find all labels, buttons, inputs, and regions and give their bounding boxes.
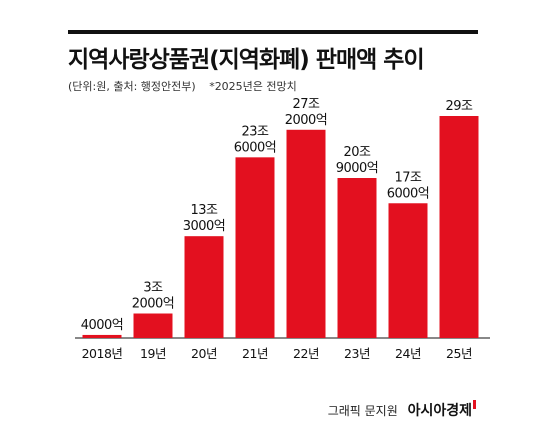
footer-credit: 그래픽 문지원 아시아경제 [328, 400, 476, 420]
data-label-7-0: 29조 [445, 99, 473, 114]
chart-meta: (단위:원, 출처: 행정안전부) *2025년은 전망치 [68, 78, 488, 94]
data-label-1-0: 3조 [143, 281, 163, 296]
bar-1 [133, 313, 173, 338]
data-label-6-1: 6000억 [387, 186, 430, 201]
data-label-6-0: 17조 [394, 170, 422, 185]
x-tick-label-6: 24년 [395, 346, 421, 361]
data-label-3-1: 6000억 [234, 140, 277, 155]
bar-7 [439, 116, 479, 338]
data-label-2-0: 13조 [190, 203, 218, 218]
x-tick-label-2: 20년 [191, 346, 217, 361]
data-label-1-1: 2000억 [132, 297, 175, 312]
bar-6 [388, 203, 428, 338]
graphic-credit: 그래픽 문지원 [327, 404, 398, 418]
data-label-4-0: 27조 [292, 97, 320, 112]
data-label-3-0: 23조 [241, 124, 269, 139]
unit-source-note: (단위:원, 출처: 행정안전부) [68, 80, 196, 93]
x-tick-label-1: 19년 [140, 346, 166, 361]
data-label-2-1: 3000억 [183, 219, 226, 234]
publisher-brand: 아시아경제 [407, 400, 476, 419]
x-tick-label-4: 22년 [293, 346, 319, 361]
data-label-4-1: 2000억 [285, 113, 328, 128]
publisher-brand-text: 아시아경제 [407, 403, 472, 419]
brand-mark [473, 400, 476, 409]
bar-0 [82, 334, 122, 338]
x-tick-label-3: 21년 [242, 346, 268, 361]
bar-4 [286, 129, 326, 338]
data-label-0-0: 4000억 [81, 318, 124, 333]
bar-2 [184, 236, 224, 338]
bar-5 [337, 178, 377, 338]
x-tick-label-5: 23년 [344, 346, 370, 361]
forecast-note: *2025년은 전망치 [209, 80, 297, 93]
data-label-5-0: 20조 [343, 145, 371, 160]
x-tick-label-0: 2018년 [82, 346, 123, 361]
chart-title: 지역사랑상품권(지역화폐) 판매액 추이 [68, 47, 425, 73]
x-tick-label-7: 25년 [446, 346, 472, 361]
data-label-5-1: 9000억 [336, 161, 379, 176]
top-rule [68, 30, 478, 34]
bar-3 [235, 157, 275, 338]
